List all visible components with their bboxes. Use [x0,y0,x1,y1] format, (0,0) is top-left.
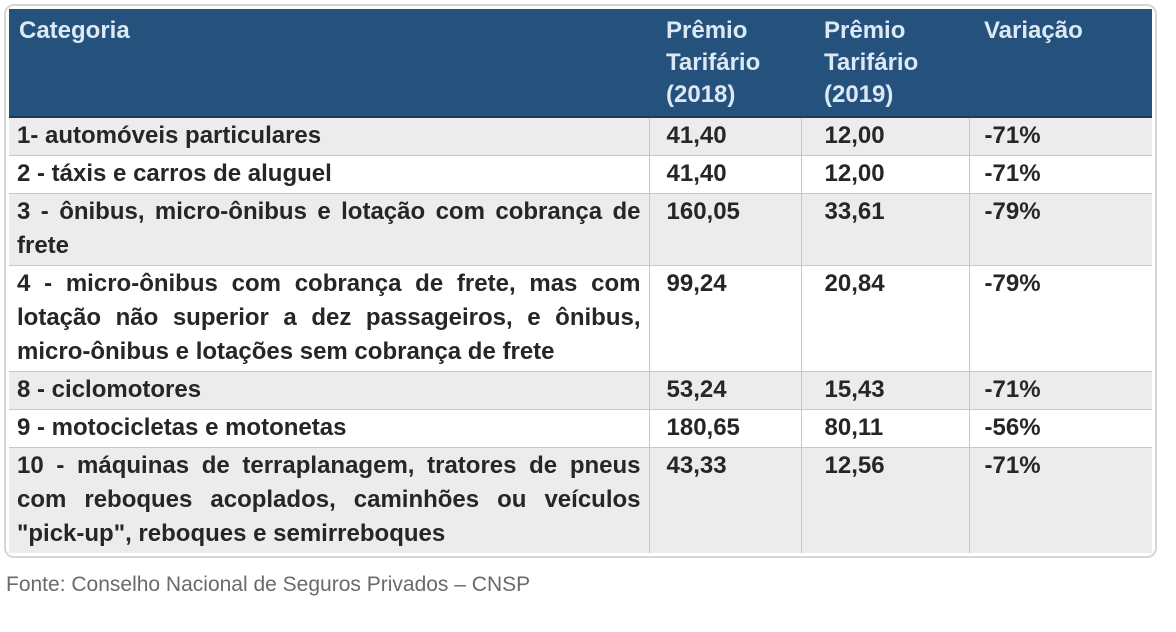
table-header: Categoria Prêmio Tarifário (2018) Prêmio… [9,9,1152,118]
column-header-categoria: Categoria [9,9,649,118]
table-row: 10 - máquinas de terraplanagem, tratores… [9,447,1152,553]
category-cell: 1- automóveis particulares [9,117,649,156]
premio-2018-cell: 160,05 [648,193,801,266]
category-cell: 3 - ônibus, micro-ônibus e lotação com c… [9,193,649,266]
premio-2019-cell: 12,00 [800,155,969,194]
variacao-cell: -71% [968,117,1152,156]
premio-2018-cell: 53,24 [648,371,801,410]
column-header-premio-2018: Prêmio Tarifário (2018) [649,9,801,118]
category-cell: 8 - ciclomotores [9,371,649,410]
category-cell: 4 - micro-ônibus com cobrança de frete, … [9,265,649,372]
premio-2019-cell: 20,84 [800,265,969,372]
category-cell: 10 - máquinas de terraplanagem, tratores… [9,447,649,553]
premio-2018-cell: 99,24 [648,265,801,372]
table-row: 4 - micro-ônibus com cobrança de frete, … [9,265,1152,372]
premio-2018-cell: 180,65 [648,409,801,448]
table-row: 9 - motocicletas e motonetas 180,65 80,1… [9,409,1152,448]
table-row: 1- automóveis particulares 41,40 12,00 -… [9,117,1152,156]
variacao-cell: -71% [968,447,1152,553]
table-body: 1- automóveis particulares 41,40 12,00 -… [9,117,1152,553]
premio-2018-cell: 41,40 [648,117,801,156]
category-cell: 9 - motocicletas e motonetas [9,409,649,448]
premio-2019-cell: 12,56 [800,447,969,553]
category-cell: 2 - táxis e carros de aluguel [9,155,649,194]
variacao-cell: -79% [968,265,1152,372]
premio-2018-cell: 41,40 [648,155,801,194]
premio-2019-cell: 15,43 [800,371,969,410]
header-row: Categoria Prêmio Tarifário (2018) Prêmio… [9,9,1152,118]
variacao-cell: -71% [968,155,1152,194]
table-row: 3 - ônibus, micro-ônibus e lotação com c… [9,193,1152,266]
variacao-cell: -79% [968,193,1152,266]
premio-2019-cell: 33,61 [800,193,969,266]
column-header-premio-2019: Prêmio Tarifário (2019) [801,9,969,118]
table-row: 8 - ciclomotores 53,24 15,43 -71% [9,371,1152,410]
premio-2018-cell: 43,33 [648,447,801,553]
source-caption: Fonte: Conselho Nacional de Seguros Priv… [6,573,531,596]
premio-2019-cell: 80,11 [800,409,969,448]
table-row: 2 - táxis e carros de aluguel 41,40 12,0… [9,155,1152,194]
variacao-cell: -71% [968,371,1152,410]
premio-2019-cell: 12,00 [800,117,969,156]
variacao-cell: -56% [968,409,1152,448]
column-header-variacao: Variação [969,9,1152,118]
premium-table: Categoria Prêmio Tarifário (2018) Prêmio… [9,9,1152,553]
premium-table-container: Categoria Prêmio Tarifário (2018) Prêmio… [4,4,1157,558]
